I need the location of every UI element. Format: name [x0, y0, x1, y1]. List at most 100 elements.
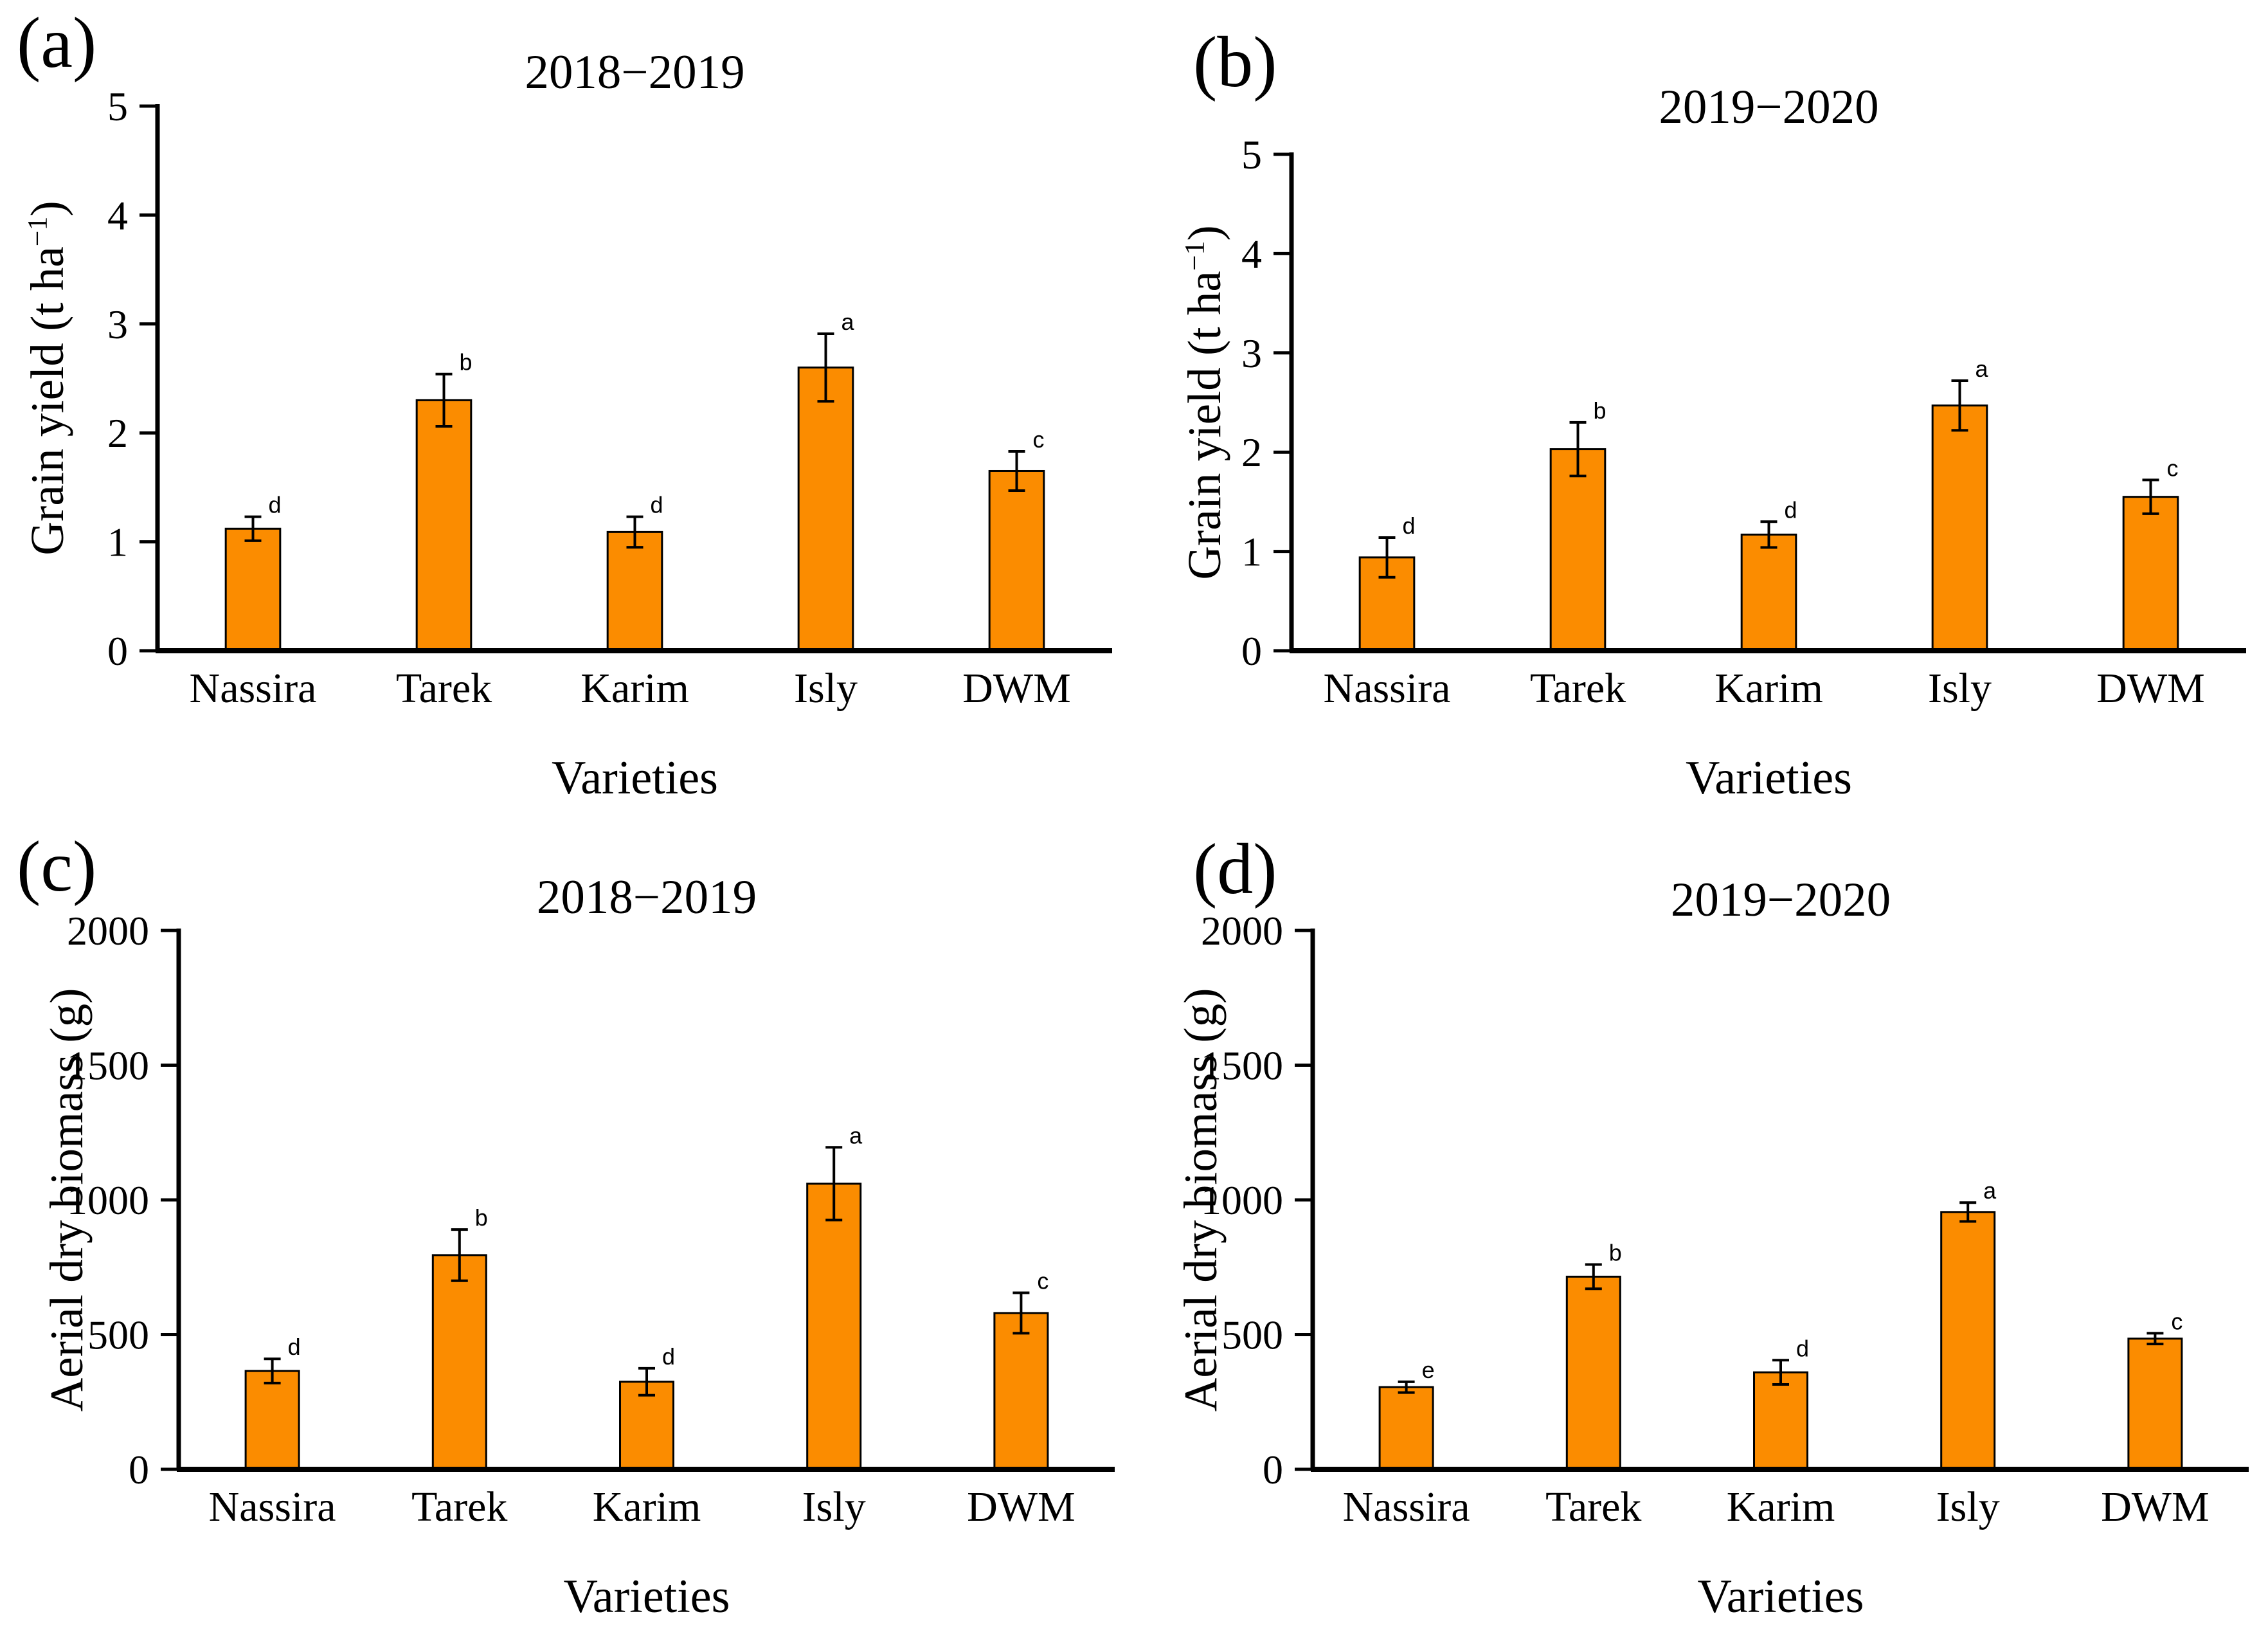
y-tick-label: 0	[1263, 1447, 1283, 1492]
category-label-Karim: Karim	[1727, 1483, 1835, 1530]
category-label-Nassira: Nassira	[1343, 1483, 1470, 1530]
y-tick-label: 5	[107, 84, 128, 129]
bar-Tarek	[415, 399, 473, 652]
bar-Isly	[1931, 404, 1988, 652]
category-label-Nassira: Nassira	[209, 1483, 336, 1530]
panel-c-y-axis-label: Aerial dry biomass (g)	[40, 988, 93, 1412]
category-label-Nassira: Nassira	[190, 665, 317, 712]
category-label-Karim: Karim	[593, 1483, 701, 1530]
y-tick-label: 4	[107, 192, 128, 238]
panel-b: 0 1 2 3 4 5 d Nassira b Tarek d Karim a Isly c DWM (b) …	[1134, 0, 2268, 816]
category-label-DWM: DWM	[2101, 1483, 2210, 1530]
panel-c-title: 2018−2019	[536, 871, 757, 924]
y-tick-label: 1	[107, 520, 128, 565]
panel-a-chart: 0 1 2 3 4 5 d Nassira b Tarek d Karim a Isly c DWM	[107, 84, 1112, 712]
y-tick-label: 0	[107, 628, 128, 674]
y-tick-label: 3	[1241, 331, 1262, 376]
sig-letter-Tarek: b	[1593, 397, 1606, 424]
category-label-Karim: Karim	[580, 665, 689, 712]
category-label-DWM: DWM	[967, 1483, 1076, 1530]
sig-letter-Isly: a	[1983, 1177, 1997, 1204]
sig-letter-Tarek: b	[475, 1204, 488, 1231]
category-label-Nassira: Nassira	[1324, 665, 1451, 712]
sig-letter-Nassira: d	[1402, 512, 1415, 539]
category-label-Karim: Karim	[1715, 665, 1823, 712]
sig-letter-Nassira: d	[268, 492, 281, 518]
y-tick-label: 2	[107, 410, 128, 456]
y-tick-label: 3	[107, 302, 128, 347]
bar-Karim	[606, 530, 663, 652]
panel-a-title: 2018−2019	[525, 46, 745, 99]
panel-d: 0 500 1000 1500 2000 e Nassira b Tarek d Karim a Isl…	[1134, 816, 2268, 1632]
bar-Tarek	[431, 1254, 487, 1471]
y-tick-label: 0	[1241, 628, 1262, 674]
bar-Isly	[797, 367, 854, 652]
panel-b-title: 2019−2020	[1659, 80, 1879, 134]
bar-Karim	[1740, 533, 1797, 652]
sig-letter-Karim: d	[1796, 1335, 1809, 1361]
y-tick-label: 1500	[1201, 1043, 1283, 1089]
bar-Nassira	[1378, 1386, 1434, 1471]
panel-d-chart: 0 500 1000 1500 2000 e Nassira b Tarek d Karim a Isl…	[1201, 908, 2249, 1530]
sig-letter-Karim: d	[662, 1343, 675, 1370]
y-tick-label: 1000	[67, 1177, 149, 1223]
sig-letter-Isly: a	[841, 309, 854, 335]
panel-c-tag: (c)	[17, 827, 97, 907]
bar-Karim	[1753, 1371, 1808, 1471]
sig-letter-Karim: d	[650, 492, 663, 518]
category-label-Isly: Isly	[1936, 1483, 2000, 1530]
panel-a-y-axis-label: Grain yield (t ha−1)	[21, 201, 73, 556]
panel-a-tag: (a)	[17, 3, 97, 83]
bar-Nassira	[224, 527, 282, 652]
category-label-Isly: Isly	[794, 665, 858, 712]
sig-letter-Isly: a	[849, 1122, 863, 1148]
category-label-DWM: DWM	[962, 665, 1071, 712]
y-tick-label: 4	[1241, 231, 1262, 277]
sig-letter-Tarek: b	[1609, 1240, 1622, 1266]
panel-c: 0 500 1000 1500 2000 d Nassira b Tarek d Karim a Isl…	[0, 816, 1134, 1632]
panel-b-x-axis-label: Varieties	[1686, 752, 1852, 804]
bar-DWM	[993, 1312, 1049, 1471]
y-tick-label: 500	[87, 1312, 149, 1358]
panel-c-x-axis-label: Varieties	[563, 1570, 730, 1623]
bar-Nassira	[244, 1370, 300, 1471]
panel-b-tag: (b)	[1193, 23, 1277, 102]
y-tick-label: 1000	[1201, 1177, 1283, 1223]
y-tick-label: 2000	[1201, 908, 1283, 954]
panel-a: 0 1 2 3 4 5 d Nassira b Tarek d Karim a Isly c DWM (a) …	[0, 0, 1134, 816]
sig-letter-DWM: c	[2171, 1308, 2182, 1334]
bar-Isly	[806, 1183, 862, 1471]
category-label-Isly: Isly	[802, 1483, 866, 1530]
y-tick-label: 1500	[67, 1043, 149, 1089]
bar-Tarek	[1565, 1275, 1621, 1471]
sig-letter-Tarek: b	[459, 349, 472, 376]
bar-DWM	[2127, 1337, 2183, 1471]
sig-letter-Nassira: e	[1422, 1357, 1435, 1383]
category-label-Tarek: Tarek	[396, 665, 492, 712]
panel-b-y-axis-label: Grain yield (t ha−1)	[1178, 225, 1230, 580]
y-tick-label: 1	[1241, 529, 1262, 575]
category-label-Tarek: Tarek	[1545, 1483, 1641, 1530]
sig-letter-DWM: c	[1033, 426, 1045, 453]
panel-b-chart: 0 1 2 3 4 5 d Nassira b Tarek d Karim a Isly c DWM	[1241, 132, 2246, 712]
panel-d-y-axis-label: Aerial dry biomass (g)	[1174, 988, 1227, 1412]
sig-letter-Nassira: d	[288, 1334, 301, 1360]
panel-d-x-axis-label: Varieties	[1697, 1570, 1864, 1623]
panel-c-chart: 0 500 1000 1500 2000 d Nassira b Tarek d Karim a Isl…	[67, 908, 1115, 1530]
sig-letter-DWM: c	[1037, 1268, 1048, 1294]
y-tick-label: 5	[1241, 132, 1262, 177]
y-tick-label: 2	[1241, 430, 1262, 475]
sig-letter-Karim: d	[1784, 496, 1797, 523]
category-label-Tarek: Tarek	[411, 1483, 507, 1530]
y-tick-label: 500	[1221, 1312, 1283, 1358]
category-label-Tarek: Tarek	[1530, 665, 1626, 712]
bar-DWM	[2122, 496, 2179, 652]
panel-d-tag: (d)	[1193, 830, 1277, 909]
sig-letter-Isly: a	[1975, 356, 1988, 382]
bar-Isly	[1940, 1211, 1996, 1471]
category-label-DWM: DWM	[2096, 665, 2205, 712]
y-tick-label: 0	[129, 1447, 149, 1492]
panel-a-x-axis-label: Varieties	[552, 752, 718, 804]
panel-d-title: 2019−2020	[1670, 873, 1891, 927]
